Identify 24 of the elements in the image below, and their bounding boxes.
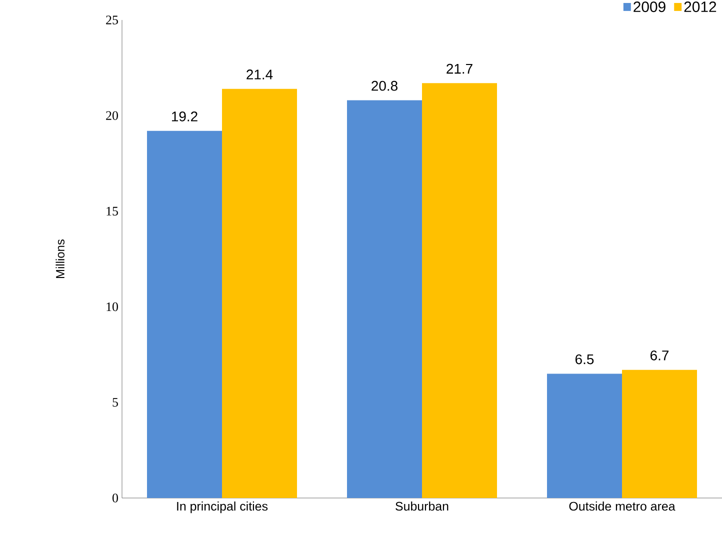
x-tick-label: Outside metro area (569, 502, 676, 511)
y-tick-label: 0 (112, 494, 118, 502)
bar (347, 100, 422, 498)
data-label: 6.5 (576, 354, 594, 364)
x-tick-label: In principal cities (177, 502, 268, 514)
bar (547, 374, 622, 498)
x-tick-label: Suburban (396, 502, 448, 511)
data-label: 21.7 (446, 64, 472, 74)
legend-label: 2009 (634, 1, 666, 12)
data-label: 20.8 (372, 80, 398, 91)
y-tick-label: 20 (106, 111, 118, 120)
bar (222, 88, 297, 498)
bar (147, 130, 222, 498)
y-tick-label: 15 (106, 206, 118, 216)
data-label: 21.4 (246, 70, 273, 80)
data-label: 6.7 (650, 350, 669, 360)
bar (622, 370, 698, 498)
legend-label: 2012 (684, 1, 716, 12)
bar (422, 83, 498, 498)
y-tick-label: 25 (106, 16, 118, 24)
y-tick-label: 10 (106, 302, 118, 312)
y-tick-label: 5 (112, 398, 118, 407)
data-label: 19.2 (172, 111, 198, 122)
y-axis-title: Millions (56, 240, 64, 278)
